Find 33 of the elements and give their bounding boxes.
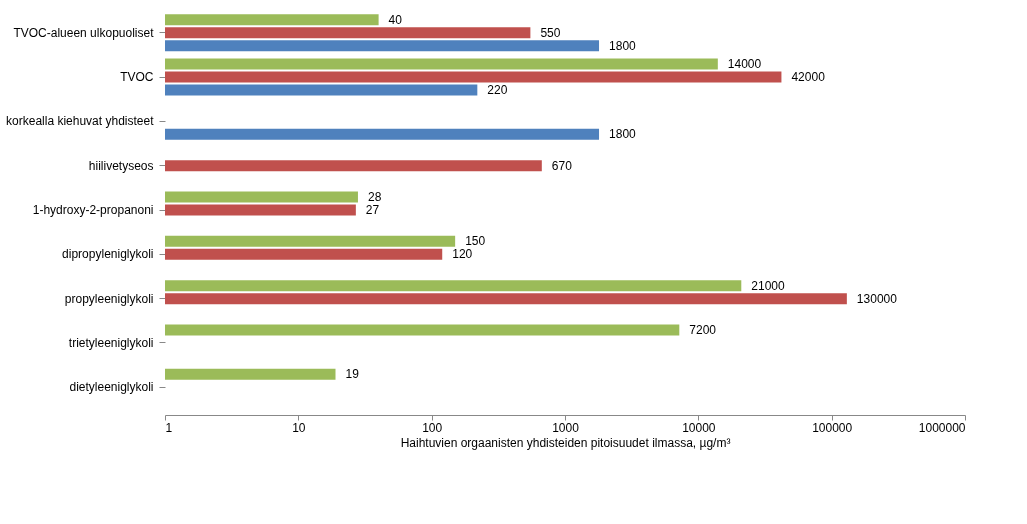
data-label: 40 bbox=[388, 12, 403, 27]
y-tick-label: TVOC bbox=[120, 70, 154, 85]
data-label: 670 bbox=[551, 158, 573, 173]
data-label: 120 bbox=[452, 247, 473, 262]
x-tick-label: 10 bbox=[292, 420, 306, 435]
data-label: 19 bbox=[345, 367, 360, 382]
data-label: 220 bbox=[487, 83, 508, 98]
x-tick-label: 100 bbox=[422, 420, 443, 435]
y-tick-label: TVOC-alueen ulkopuoliset bbox=[13, 25, 155, 40]
x-axis-title: Haihtuvien orgaanisten yhdisteiden pitoisuudet ilmassa, µg/m³ bbox=[400, 435, 731, 450]
x-tick-label: 1 bbox=[165, 420, 173, 435]
data-label: 1800 bbox=[609, 38, 637, 53]
y-tick-label: propyleeniglykoli bbox=[64, 291, 154, 306]
y-tick-label: 1-hydroxy-2-propanoni bbox=[32, 203, 154, 217]
data-label: 550 bbox=[540, 25, 561, 40]
data-label: 42000 bbox=[791, 70, 826, 85]
data-label: 1800 bbox=[609, 127, 637, 142]
y-tick-label: hiilivetyseos bbox=[88, 158, 154, 173]
data-label: 150 bbox=[465, 234, 486, 249]
y-tick-label: dietyleeniglykoli bbox=[69, 380, 154, 395]
x-tick-label: 100000 bbox=[812, 420, 853, 435]
x-tick-label: 10000 bbox=[682, 420, 716, 435]
y-tick-label: dipropyleniglykoli bbox=[62, 247, 154, 262]
data-label: 27 bbox=[365, 203, 380, 217]
data-label: 130000 bbox=[856, 291, 898, 306]
y-tick-label: trietyleeniglykoli bbox=[68, 335, 154, 350]
data-label: 21000 bbox=[751, 278, 785, 293]
data-label: 28 bbox=[367, 190, 382, 205]
data-label: 7200 bbox=[689, 322, 717, 337]
data-label: 14000 bbox=[727, 57, 762, 72]
x-tick-label: 1000000 bbox=[918, 420, 966, 435]
x-tick-label: 1000 bbox=[552, 420, 580, 435]
y-tick-label: korkealla kiehuvat yhdisteet bbox=[6, 114, 155, 129]
